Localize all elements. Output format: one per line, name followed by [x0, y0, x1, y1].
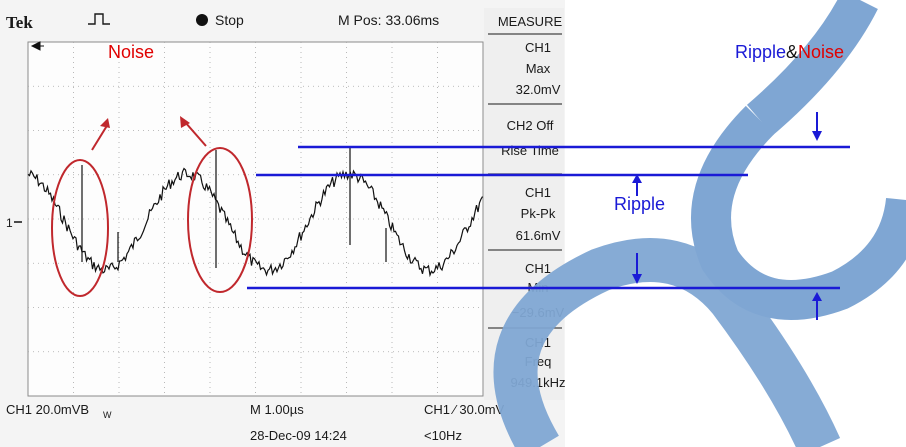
trigger-frequency-readout: <10Hz	[424, 428, 462, 443]
ripple-noise-label-ripple: Ripple	[735, 42, 786, 62]
decorative-curve-lower	[493, 238, 841, 447]
ripple-arrow-up-icon	[632, 174, 642, 183]
measure-item-source: CH2 Off	[507, 118, 554, 133]
measure-item-value: 61.6mV	[516, 228, 561, 243]
ripple-label: Ripple	[614, 194, 665, 214]
decorative-curve-middle	[691, 105, 906, 320]
bandwidth-limit-subscript: W	[103, 410, 112, 420]
measure-item-1[interactable]: CH1 Max 32.0mV	[516, 40, 561, 97]
measure-item-source: CH1	[525, 261, 551, 276]
ripple-noise-arrow-up-icon	[812, 292, 822, 301]
stop-indicator-icon	[196, 14, 208, 26]
guide-lines	[247, 145, 850, 290]
noise-pointer-line-1	[91, 123, 109, 151]
trigger-readout: CH1 ∕ 30.0mV	[424, 402, 505, 417]
ripple-noise-label: Ripple&Noise	[735, 42, 844, 62]
trigger-pulse-icon	[88, 13, 110, 25]
measure-item-name: Rise Time	[501, 143, 559, 158]
measure-item-source: CH1	[525, 40, 551, 55]
ripple-arrow-down-icon	[632, 274, 642, 284]
measure-item-3[interactable]: CH1 Pk-Pk 61.6mV	[516, 185, 561, 243]
ripple-noise-annotation: Ripple&Noise	[735, 42, 844, 320]
tek-logo: Tek	[6, 13, 33, 32]
measure-item-name: Pk-Pk	[521, 206, 556, 221]
noise-highlight-ellipse-2	[187, 147, 253, 293]
ripple-noise-arrow-down-icon	[812, 131, 822, 141]
left-arrow-icon	[30, 41, 44, 51]
noise-spikes	[81, 148, 387, 268]
ripple-noise-label-amp: &	[786, 42, 798, 62]
acquisition-state: Stop	[215, 12, 244, 28]
measure-item-value: 32.0mV	[516, 82, 561, 97]
ripple-annotation: Ripple	[614, 174, 665, 284]
noise-annotation: Noise	[51, 42, 253, 297]
date-time-readout: 28-Dec-09 14:24	[250, 428, 347, 443]
measure-item-name: Max	[526, 61, 551, 76]
ripple-noise-label-noise: Noise	[798, 42, 844, 62]
ch1-waveform-trace	[27, 167, 484, 278]
oscilloscope-screenshot: Tek Stop M Pos: 33.06ms 1 MEASURE CH1 Ma…	[0, 0, 565, 447]
ch1-ground-marker: 1	[6, 216, 13, 230]
decorative-curve-upper	[746, 0, 878, 136]
ch1-scale-readout: CH1 20.0mVB	[6, 402, 89, 417]
noise-pointer-line-2	[184, 121, 207, 147]
noise-highlight-ellipse-1	[51, 159, 109, 297]
noise-pointer-arrow-icon	[180, 116, 190, 128]
noise-pointer-arrow-icon	[100, 118, 110, 128]
m-pos-readout: M Pos: 33.06ms	[338, 12, 439, 28]
noise-label: Noise	[108, 42, 154, 62]
measure-item-source: CH1	[525, 185, 551, 200]
measure-title: MEASURE	[498, 14, 563, 29]
timebase-readout: M 1.00µs	[250, 402, 304, 417]
